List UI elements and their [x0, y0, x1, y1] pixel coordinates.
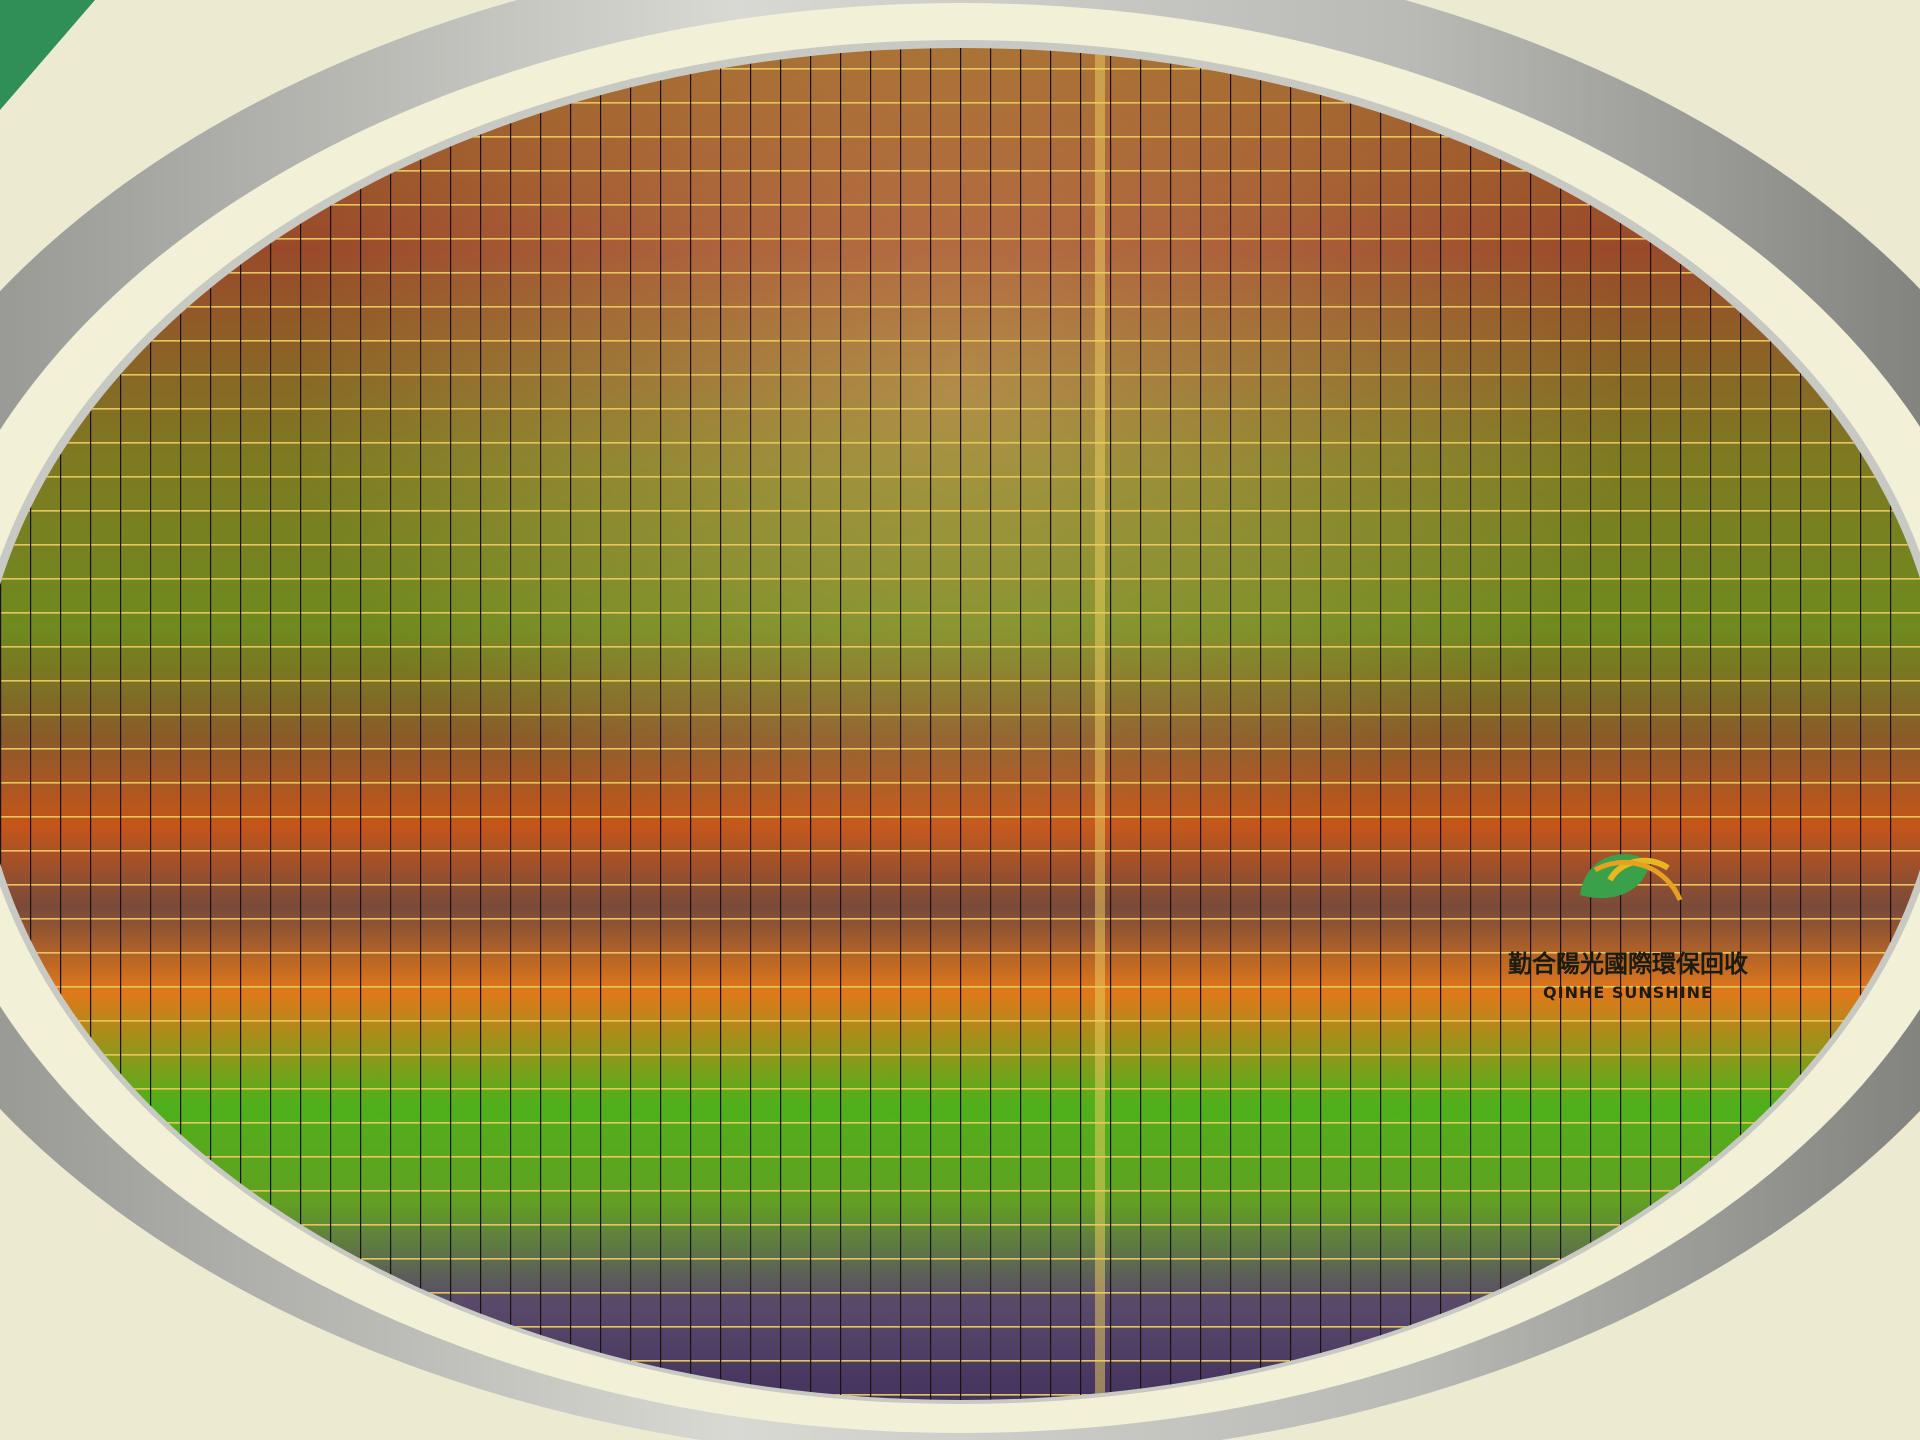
brand-name-en: QINHE SUNSHINE — [1543, 983, 1713, 1002]
logo: 勤合陽光國際環保回收 QINHE SUNSHINE — [1508, 854, 1748, 1002]
brand-name-zh: 勤合陽光國際環保回收 — [1508, 950, 1748, 978]
